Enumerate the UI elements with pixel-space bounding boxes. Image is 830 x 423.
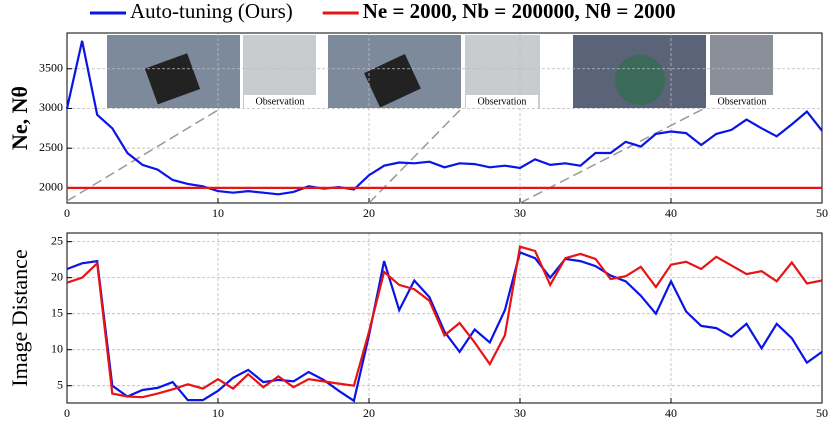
photos <box>107 35 773 108</box>
data-line <box>65 40 823 196</box>
annotation: Observation <box>256 96 305 107</box>
y-tick-label: 10 <box>51 341 63 355</box>
photo-object <box>364 54 421 108</box>
x-tick-label: 10 <box>212 206 224 220</box>
x-tick-label: 30 <box>514 406 526 420</box>
x-tick-label: 30 <box>514 206 526 220</box>
x-tick-label: 50 <box>816 206 828 220</box>
y-tick-label: 15 <box>51 305 63 319</box>
annotation-bg <box>466 95 538 108</box>
x-tick-label: 40 <box>665 206 677 220</box>
y-axis-label: Ne, Nθ <box>7 86 32 150</box>
axes-frame <box>66 32 823 204</box>
x-tick-label: 10 <box>212 406 224 420</box>
data-line <box>66 245 823 399</box>
legend-label: Auto-tuning (Ours) <box>130 0 293 23</box>
annotation: Observation <box>478 96 527 107</box>
x-tick-label: 50 <box>816 406 828 420</box>
y-tick-label: 2500 <box>39 140 63 154</box>
data-line <box>66 250 823 403</box>
y-tick-label: 5 <box>57 377 63 391</box>
y-axis-label: Image Distance <box>7 249 32 386</box>
x-tick-label: 20 <box>363 206 375 220</box>
annotation: Observation <box>718 96 767 107</box>
legend-label: Ne = 2000, Nb = 200000, Nθ = 2000 <box>363 0 676 23</box>
axes-frame <box>66 232 823 404</box>
y-tick-label: 3000 <box>39 100 63 114</box>
x-tick-label: 40 <box>665 406 677 420</box>
x-tick-label: 0 <box>64 406 70 420</box>
y-tick-label: 20 <box>51 269 63 283</box>
y-tick-label: 2000 <box>39 180 63 194</box>
annotation-bg <box>706 95 778 108</box>
photo-object <box>144 53 201 105</box>
x-tick-label: 0 <box>64 206 70 220</box>
annotation-bg <box>244 95 316 108</box>
photo-object <box>615 55 665 105</box>
y-tick-label: 3500 <box>39 60 63 74</box>
x-tick-label: 20 <box>363 406 375 420</box>
y-tick-label: 25 <box>51 233 63 247</box>
